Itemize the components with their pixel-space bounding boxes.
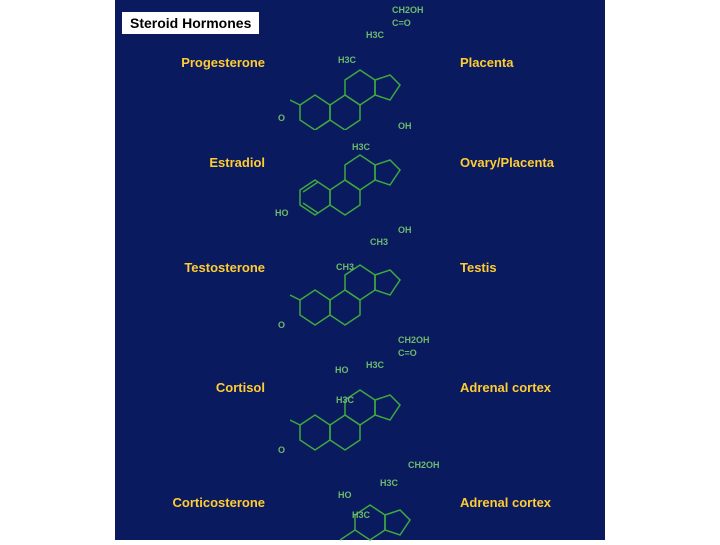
group-label: OH <box>398 225 412 235</box>
source-label: Ovary/Placenta <box>460 155 554 170</box>
group-label: H3C <box>336 395 354 405</box>
group-label: H3C <box>380 478 398 488</box>
slide-title: Steroid Hormones <box>122 12 259 34</box>
group-label: C=O <box>392 18 411 28</box>
group-label: H3C <box>338 55 356 65</box>
group-label: H3C <box>366 30 384 40</box>
hormone-label: Progesterone <box>145 55 265 70</box>
group-label: HO <box>335 365 349 375</box>
group-label: CH2OH <box>392 5 424 15</box>
group-label: OH <box>398 121 412 131</box>
structure-testosterone <box>290 235 430 330</box>
group-label: H3C <box>352 142 370 152</box>
group-label: O <box>278 113 285 123</box>
group-label: O <box>278 320 285 330</box>
group-label: CH3 <box>370 237 388 247</box>
group-label: HO <box>338 490 352 500</box>
group-label: CH2OH <box>408 460 440 470</box>
source-label: Testis <box>460 260 497 275</box>
group-label: H3C <box>366 360 384 370</box>
structure-progesterone <box>290 30 430 130</box>
group-label: HO <box>275 208 289 218</box>
group-label: H3C <box>352 510 370 520</box>
group-label: CH2OH <box>398 335 430 345</box>
source-label: Adrenal cortex <box>460 380 551 395</box>
group-label: C=O <box>398 348 417 358</box>
source-label: Adrenal cortex <box>460 495 551 510</box>
structure-cortisol <box>290 350 430 455</box>
group-label: CH3 <box>336 262 354 272</box>
source-label: Placenta <box>460 55 513 70</box>
hormone-label: Corticosterone <box>145 495 265 510</box>
group-label: O <box>278 445 285 455</box>
hormone-label: Cortisol <box>145 380 265 395</box>
hormone-label: Estradiol <box>145 155 265 170</box>
hormone-label: Testosterone <box>145 260 265 275</box>
